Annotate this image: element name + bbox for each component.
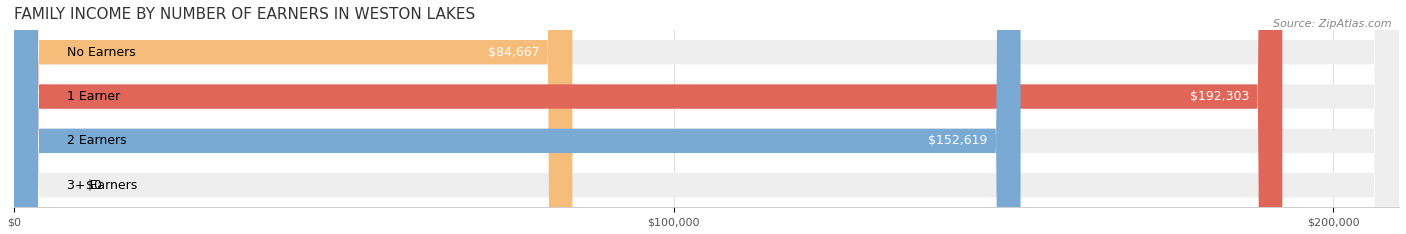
FancyBboxPatch shape bbox=[14, 0, 1021, 234]
FancyBboxPatch shape bbox=[14, 0, 1399, 234]
Text: No Earners: No Earners bbox=[66, 46, 135, 59]
Text: $84,667: $84,667 bbox=[488, 46, 540, 59]
FancyBboxPatch shape bbox=[14, 0, 1399, 234]
FancyBboxPatch shape bbox=[14, 0, 1282, 234]
Text: $0: $0 bbox=[87, 179, 103, 192]
Text: $152,619: $152,619 bbox=[928, 134, 987, 147]
FancyBboxPatch shape bbox=[14, 0, 572, 234]
Text: Source: ZipAtlas.com: Source: ZipAtlas.com bbox=[1274, 19, 1392, 29]
Text: 1 Earner: 1 Earner bbox=[66, 90, 120, 103]
Text: $192,303: $192,303 bbox=[1189, 90, 1250, 103]
FancyBboxPatch shape bbox=[14, 0, 1399, 234]
Text: 3+ Earners: 3+ Earners bbox=[66, 179, 136, 192]
FancyBboxPatch shape bbox=[14, 0, 1399, 234]
Text: 2 Earners: 2 Earners bbox=[66, 134, 127, 147]
Text: FAMILY INCOME BY NUMBER OF EARNERS IN WESTON LAKES: FAMILY INCOME BY NUMBER OF EARNERS IN WE… bbox=[14, 7, 475, 22]
